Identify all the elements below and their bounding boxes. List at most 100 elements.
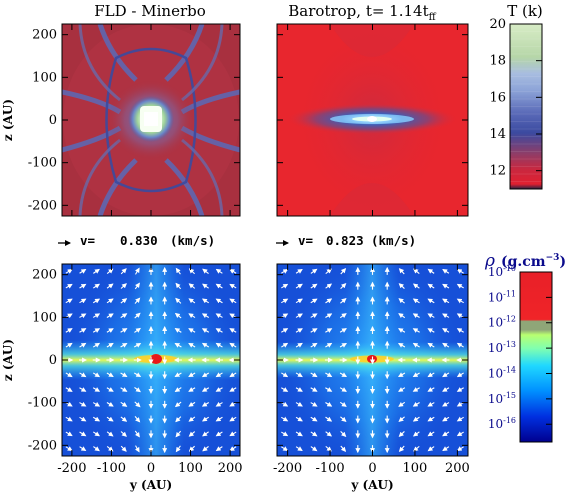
velocity-arrow — [215, 313, 223, 319]
y-tick-label: 100 — [32, 310, 57, 325]
velocity-arrow — [442, 401, 450, 407]
y-tick-label: 100 — [32, 70, 57, 85]
velocity-arrow — [295, 298, 303, 304]
velocity-arrow — [325, 342, 333, 348]
velocity-arrow — [281, 387, 289, 392]
y-tick-label: -100 — [28, 396, 57, 411]
velocity-arrow — [427, 268, 435, 274]
velocity-arrow — [92, 431, 101, 437]
velocity-arrow — [93, 268, 100, 274]
velocity-arrow — [295, 283, 303, 289]
y-tick-label: 0 — [49, 113, 57, 128]
velocity-arrow — [188, 342, 196, 348]
velocity-arrow — [310, 283, 318, 289]
velocity-arrow — [92, 387, 101, 392]
velocity-arrow — [456, 328, 464, 333]
velocity-arrow — [412, 387, 420, 392]
barotrop-temperature-map — [277, 24, 468, 216]
velocity-arrow — [295, 416, 303, 422]
x-axis-label: y (AU) — [350, 478, 393, 492]
velocity-label: v= — [80, 233, 95, 248]
velocity-arrow — [295, 313, 303, 319]
y-tick-label: 0 — [49, 353, 57, 368]
temperature-colorbar-tick-label: 16 — [489, 90, 506, 105]
velocity-arrow — [340, 430, 347, 438]
velocity-arrow — [281, 431, 289, 437]
panel-title-barotrop: Barotrop, t= 1.14tff — [288, 2, 436, 23]
velocity-arrow — [427, 298, 435, 304]
velocity-arrow — [65, 431, 73, 437]
velocity-arrow — [281, 269, 289, 274]
velocity-arrow — [120, 313, 128, 319]
velocity-arrow — [134, 312, 141, 319]
velocity-arrow — [188, 283, 196, 289]
fld-temperature-map — [62, 24, 240, 216]
velocity-arrow — [79, 328, 87, 333]
velocity-arrow — [281, 342, 289, 348]
velocity-arrow — [325, 387, 333, 392]
velocity-arrow — [295, 372, 303, 378]
velocity-arrow — [120, 342, 128, 348]
velocity-arrow — [339, 372, 348, 378]
velocity-arrow — [295, 387, 303, 392]
velocity-arrow — [281, 298, 289, 304]
velocity-arrow — [174, 312, 182, 319]
velocity-arrow — [106, 328, 114, 333]
velocity-arrow — [427, 446, 435, 452]
velocity-arrow — [175, 416, 182, 423]
velocity-arrow — [65, 328, 73, 333]
velocity-arrow — [92, 342, 101, 348]
velocity-arrow — [442, 372, 450, 378]
velocity-arrow — [310, 268, 318, 274]
velocity-arrow — [201, 416, 210, 422]
velocity-arrow — [456, 342, 464, 348]
velocity-arrow — [427, 431, 435, 437]
velocity-arrow — [281, 416, 289, 422]
velocity-arrow — [325, 416, 333, 422]
x-tick-label: 100 — [403, 461, 428, 476]
velocity-arrow — [442, 446, 450, 452]
velocity-arrow — [92, 283, 101, 289]
velocity-arrow — [92, 416, 101, 422]
density-colorbar-tick-label: 10-12 — [488, 315, 516, 330]
velocity-arrow — [398, 431, 405, 437]
velocity-arrow — [120, 445, 127, 452]
velocity-arrow — [310, 372, 318, 378]
velocity-arrow — [442, 313, 450, 319]
x-tick-label: -200 — [57, 461, 86, 476]
velocity-arrow — [201, 372, 210, 378]
velocity-arrow — [398, 416, 405, 422]
x-axis-label: y (AU) — [129, 478, 172, 492]
velocity-arrow — [427, 328, 435, 333]
y-tick-label: -100 — [28, 156, 57, 171]
velocity-arrow — [397, 372, 406, 378]
velocity-arrow — [215, 268, 223, 274]
velocity-arrow — [175, 430, 182, 438]
velocity-arrow — [65, 372, 73, 378]
velocity-arrow — [79, 268, 87, 274]
velocity-arrow — [310, 298, 318, 304]
velocity-arrow — [427, 372, 435, 378]
velocity-arrow — [215, 298, 223, 304]
x-tick-label: 0 — [368, 461, 376, 476]
velocity-value: 0.823 — [326, 233, 364, 248]
x-tick-label: 200 — [218, 461, 243, 476]
density-colorbar-tick-label: 10-15 — [488, 391, 516, 406]
velocity-arrow — [295, 431, 303, 437]
velocity-arrow — [106, 342, 114, 348]
velocity-arrow — [340, 268, 347, 275]
velocity-arrow — [340, 298, 347, 304]
velocity-arrow — [325, 372, 333, 378]
velocity-arrow — [295, 446, 303, 452]
velocity-arrow — [92, 328, 101, 333]
velocity-arrow — [339, 401, 347, 407]
velocity-arrow — [120, 387, 128, 392]
velocity-arrow — [79, 416, 87, 422]
velocity-arrow — [229, 342, 237, 348]
velocity-arrow — [215, 401, 223, 407]
velocity-arrow — [92, 313, 101, 319]
velocity-arrow — [134, 267, 140, 275]
velocity-arrow — [229, 268, 237, 274]
velocity-arrow — [134, 297, 141, 304]
velocity-arrow — [339, 342, 348, 348]
